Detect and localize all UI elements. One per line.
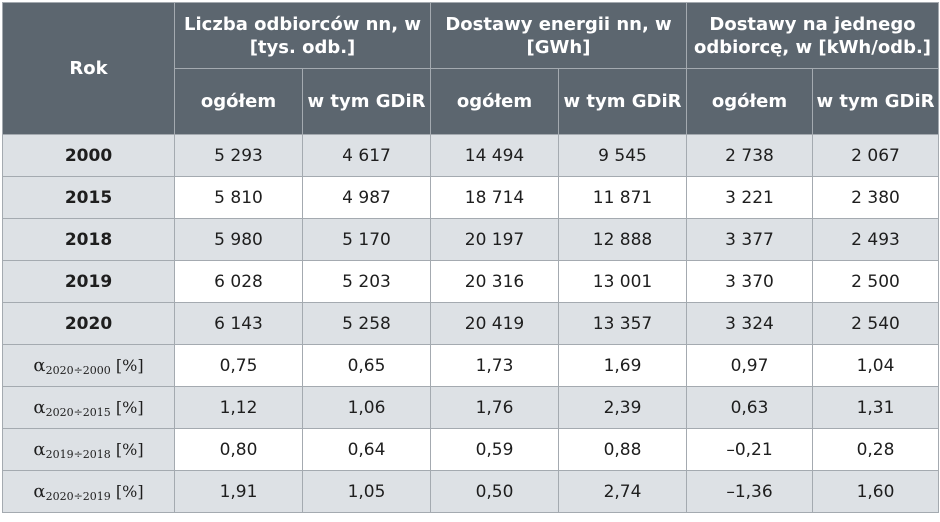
cell-value: 1,06 (302, 386, 431, 429)
cell-value: 1,31 (812, 386, 939, 429)
cell-value: 5 203 (302, 260, 431, 303)
cell-value: 3 324 (686, 302, 813, 345)
cell-value: 20 419 (430, 302, 559, 345)
header-sub-gdir: w tym GDiR (812, 68, 939, 135)
cell-value: 0,75 (174, 344, 303, 387)
cell-value: 20 197 (430, 218, 559, 261)
table-body: 2000 5 293 4 617 14 494 9 545 2 738 2 06… (2, 134, 939, 513)
alpha-subscript: 2020÷2000 (45, 363, 111, 377)
header-rok: Rok (2, 2, 175, 135)
cell-value: 6 143 (174, 302, 303, 345)
cell-value: 11 871 (558, 176, 687, 219)
table-row-growth: α2020÷2019 [%] 1,91 1,05 0,50 2,74 –1,36… (2, 470, 939, 513)
cell-value: 13 001 (558, 260, 687, 303)
growth-label: α2020÷2015 [%] (2, 386, 175, 429)
cell-value: 6 028 (174, 260, 303, 303)
header-row-sub: ogółem w tym GDiR ogółem w tym GDiR ogół… (3, 68, 939, 135)
header-group-dostawy-na-odbiorce: Dostawy na jednego odbiorcę, w [kWh/odb.… (686, 2, 939, 69)
table-row: 2015 5 810 4 987 18 714 11 871 3 221 2 3… (2, 176, 939, 219)
cell-value: 0,28 (812, 428, 939, 471)
table-row: 2018 5 980 5 170 20 197 12 888 3 377 2 4… (2, 218, 939, 261)
energy-table: Rok Liczba odbiorców nn, w [tys. odb.] D… (2, 2, 939, 513)
alpha-unit: [%] (115, 355, 144, 375)
alpha-subscript: 2020÷2015 (45, 405, 111, 419)
cell-value: 1,05 (302, 470, 431, 513)
cell-value: 0,59 (430, 428, 559, 471)
cell-value: 0,88 (558, 428, 687, 471)
cell-value: 0,50 (430, 470, 559, 513)
alpha-unit: [%] (115, 397, 144, 417)
alpha-symbol: α (33, 396, 46, 418)
alpha-symbol: α (33, 438, 46, 460)
header-sub-ogolem: ogółem (174, 68, 303, 135)
header-group-odbiorcy: Liczba odbiorców nn, w [tys. odb.] (174, 2, 431, 69)
cell-value: –0,21 (686, 428, 813, 471)
cell-value: 1,60 (812, 470, 939, 513)
growth-label: α2020÷2000 [%] (2, 344, 175, 387)
cell-value: 2 067 (812, 134, 939, 177)
cell-value: 5 980 (174, 218, 303, 261)
cell-value: 5 258 (302, 302, 431, 345)
cell-value: 14 494 (430, 134, 559, 177)
growth-label: α2020÷2019 [%] (2, 470, 175, 513)
cell-value: 3 370 (686, 260, 813, 303)
table-row: 2020 6 143 5 258 20 419 13 357 3 324 2 5… (2, 302, 939, 345)
cell-value: 12 888 (558, 218, 687, 261)
row-label: 2018 (2, 218, 175, 261)
cell-value: 0,63 (686, 386, 813, 429)
cell-value: –1,36 (686, 470, 813, 513)
cell-value: 1,91 (174, 470, 303, 513)
alpha-symbol: α (33, 480, 46, 502)
cell-value: 5 293 (174, 134, 303, 177)
cell-value: 2,74 (558, 470, 687, 513)
alpha-symbol: α (33, 354, 46, 376)
growth-label: α2019÷2018 [%] (2, 428, 175, 471)
cell-value: 0,97 (686, 344, 813, 387)
cell-value: 0,65 (302, 344, 431, 387)
cell-value: 1,73 (430, 344, 559, 387)
cell-value: 0,80 (174, 428, 303, 471)
row-label: 2015 (2, 176, 175, 219)
cell-value: 1,12 (174, 386, 303, 429)
cell-value: 1,76 (430, 386, 559, 429)
table-header: Rok Liczba odbiorców nn, w [tys. odb.] D… (2, 2, 939, 135)
cell-value: 2 493 (812, 218, 939, 261)
cell-value: 1,04 (812, 344, 939, 387)
alpha-subscript: 2019÷2018 (45, 447, 111, 461)
cell-value: 13 357 (558, 302, 687, 345)
table-row-growth: α2020÷2015 [%] 1,12 1,06 1,76 2,39 0,63 … (2, 386, 939, 429)
header-sub-ogolem: ogółem (686, 68, 813, 135)
cell-value: 3 221 (686, 176, 813, 219)
row-label: 2000 (2, 134, 175, 177)
table-row-growth: α2020÷2000 [%] 0,75 0,65 1,73 1,69 0,97 … (2, 344, 939, 387)
cell-value: 3 377 (686, 218, 813, 261)
header-row-groups: Rok Liczba odbiorców nn, w [tys. odb.] D… (2, 2, 939, 135)
cell-value: 5 810 (174, 176, 303, 219)
alpha-subscript: 2020÷2019 (45, 489, 111, 503)
row-label: 2020 (2, 302, 175, 345)
table-row: 2019 6 028 5 203 20 316 13 001 3 370 2 5… (2, 260, 939, 303)
cell-value: 9 545 (558, 134, 687, 177)
header-sub-ogolem: ogółem (430, 68, 559, 135)
header-sub-gdir: w tym GDiR (302, 68, 431, 135)
alpha-unit: [%] (115, 439, 144, 459)
cell-value: 20 316 (430, 260, 559, 303)
alpha-unit: [%] (115, 481, 144, 501)
cell-value: 2 738 (686, 134, 813, 177)
cell-value: 4 987 (302, 176, 431, 219)
cell-value: 2,39 (558, 386, 687, 429)
row-label: 2019 (2, 260, 175, 303)
cell-value: 0,64 (302, 428, 431, 471)
header-sub-gdir: w tym GDiR (558, 68, 687, 135)
header-group-dostawy: Dostawy energii nn, w [GWh] (430, 2, 687, 69)
table-row: 2000 5 293 4 617 14 494 9 545 2 738 2 06… (2, 134, 939, 177)
cell-value: 1,69 (558, 344, 687, 387)
cell-value: 4 617 (302, 134, 431, 177)
cell-value: 5 170 (302, 218, 431, 261)
cell-value: 2 500 (812, 260, 939, 303)
cell-value: 2 380 (812, 176, 939, 219)
table-row-growth: α2019÷2018 [%] 0,80 0,64 0,59 0,88 –0,21… (2, 428, 939, 471)
cell-value: 18 714 (430, 176, 559, 219)
cell-value: 2 540 (812, 302, 939, 345)
